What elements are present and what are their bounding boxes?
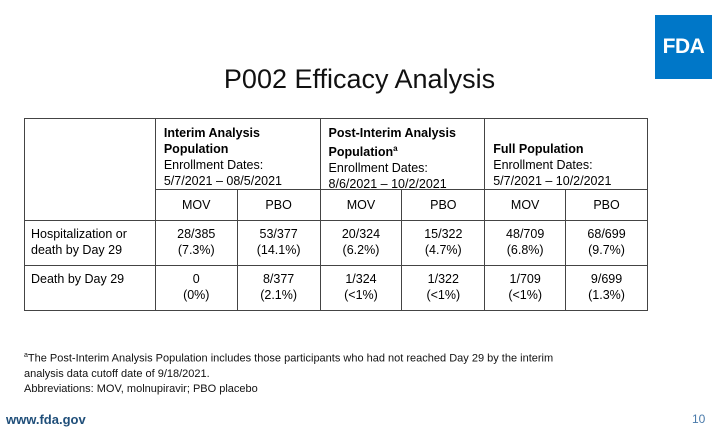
group-header-full: Full Population Enrollment Dates: 5/7/20… — [484, 118, 648, 190]
abbreviations-note: Abbreviations: MOV, molnupiravir; PBO pl… — [24, 382, 258, 395]
row-label-line2: death by Day 29 — [31, 243, 123, 257]
group-title-line1: Post-Interim Analysis — [328, 126, 456, 140]
cell-count: 28/385 — [177, 227, 216, 241]
footnote: aThe Post-Interim Analysis Population in… — [24, 348, 644, 397]
cell-percent: (<1%) — [508, 288, 543, 302]
group-dates-label: Enrollment Dates: — [163, 158, 264, 172]
cell-percent: (4.7%) — [424, 243, 462, 257]
data-cell: 9/699 (1.3%) — [565, 265, 648, 311]
cell-count: 1/322 — [427, 272, 459, 286]
cell-percent: (2.1%) — [260, 288, 298, 302]
cell-count: 9/699 — [590, 272, 623, 286]
group-header-row: Interim Analysis Population Enrollment D… — [24, 118, 648, 221]
cell-percent: (6.8%) — [506, 243, 544, 257]
data-cell: 1/709 (<1%) — [484, 265, 567, 311]
group-header-post-interim: Post-Interim Analysis Populationa Enroll… — [319, 118, 486, 192]
table-row: Death by Day 29 0 (0%) 8/377 (2.1%) 1/324 (… — [24, 265, 648, 311]
group-title-line2: Population — [163, 142, 229, 156]
page-number: 10 — [692, 412, 706, 426]
subheader-cell: MOV — [319, 189, 403, 221]
cell-count: 1/709 — [509, 272, 541, 286]
cell-count: 68/699 — [587, 227, 626, 241]
cell-count: 8/377 — [262, 272, 295, 286]
cell-count: 1/324 — [345, 272, 377, 286]
group-header-interim: Interim Analysis Population Enrollment D… — [154, 118, 321, 190]
data-cell: 53/377 (14.1%) — [236, 220, 321, 266]
subheader-cell: PBO — [401, 189, 486, 221]
cell-percent: (<1%) — [426, 288, 461, 302]
footnote-marker: a — [24, 352, 28, 359]
fda-website-link[interactable]: www.fda.gov — [6, 412, 86, 427]
cell-percent: (7.3%) — [177, 243, 215, 257]
data-cell: 48/709 (6.8%) — [484, 220, 567, 266]
cell-percent: (6.2%) — [342, 243, 380, 257]
data-cell: 20/324 (6.2%) — [319, 220, 403, 266]
page-title: P002 Efficacy Analysis — [223, 64, 496, 94]
subheader-cell: MOV — [484, 189, 567, 221]
fda-logo: FDA — [655, 15, 712, 79]
footnote-line2: analysis data cutoff date of 9/18/2021. — [24, 367, 210, 380]
efficacy-table: Interim Analysis Population Enrollment D… — [24, 118, 648, 311]
data-cell: 8/377 (2.1%) — [236, 265, 321, 311]
empty-corner-cell — [24, 118, 156, 221]
data-cell: 68/699 (9.7%) — [565, 220, 648, 266]
cell-count: 0 — [192, 272, 200, 286]
group-title-line2: Population — [328, 145, 394, 160]
row-label-line1: Hospitalization or — [31, 227, 127, 241]
row-label: Hospitalization or death by Day 29 — [24, 220, 156, 266]
cell-count: 15/322 — [424, 227, 463, 241]
group-dates: 8/6/2021 – 10/2/2021 — [328, 177, 447, 192]
table-row: Hospitalization or death by Day 29 28/38… — [24, 220, 648, 266]
data-cell: 15/322 (4.7%) — [401, 220, 486, 266]
cell-percent: (14.1%) — [256, 243, 301, 257]
group-dates-label: Enrollment Dates: — [328, 161, 428, 176]
footnote-marker: a — [393, 144, 398, 153]
group-dates-label: Enrollment Dates: — [493, 158, 593, 172]
subheader-row: MOV PBO MOV PBO MOV PBO — [25, 189, 648, 221]
subheader-cell: PBO — [565, 189, 648, 221]
cell-percent: (0%) — [183, 288, 210, 302]
cell-percent: (1.3%) — [588, 288, 625, 302]
subheader-cell: PBO — [236, 189, 321, 221]
cell-count: 48/709 — [506, 227, 545, 241]
cell-count: 20/324 — [341, 227, 381, 241]
cell-count: 53/377 — [259, 227, 298, 241]
row-label: Death by Day 29 — [24, 265, 156, 311]
footnote-line1: The Post-Interim Analysis Population inc… — [27, 352, 554, 365]
subheader-cell: MOV — [154, 189, 238, 221]
data-cell: 28/385 (7.3%) — [154, 220, 238, 266]
data-cell: 1/322 (<1%) — [401, 265, 486, 311]
group-dates: 5/7/2021 – 08/5/2021 — [163, 174, 283, 188]
data-cell: 0 (0%) — [154, 265, 238, 311]
cell-percent: (<1%) — [344, 288, 378, 302]
data-cell: 1/324 (<1%) — [319, 265, 403, 311]
row-label-line1: Death by Day 29 — [31, 272, 125, 286]
group-title-line1: Full Population — [493, 142, 584, 156]
group-dates: 5/7/2021 – 10/2/2021 — [493, 174, 612, 188]
group-title-line1: Interim Analysis — [163, 126, 260, 140]
cell-percent: (9.7%) — [588, 243, 625, 257]
fda-logo-text: FDA — [662, 35, 705, 58]
